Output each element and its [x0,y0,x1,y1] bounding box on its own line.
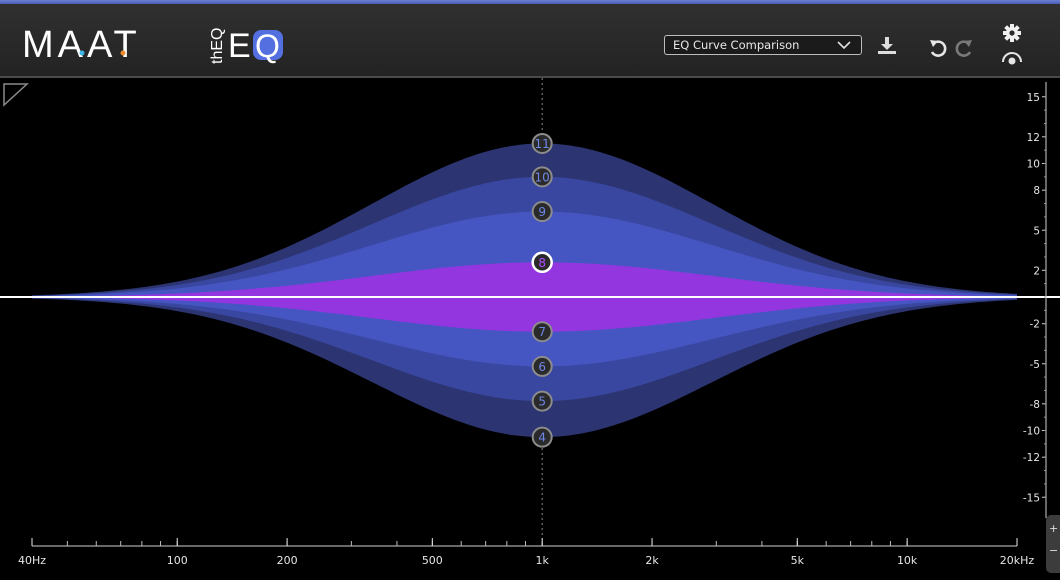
freq-tick-label: 20kHz [1000,554,1035,567]
freq-tick-label: 100 [167,554,188,567]
db-tick-label: 10 [1027,159,1040,171]
svg-text:MAAT: MAAT [22,26,141,62]
band-node-ring [531,132,553,154]
eq-curve-6 [32,297,1017,367]
freq-tick-label: 40Hz [18,554,46,567]
zoom-tab: + − [1046,515,1060,573]
freq-tick-label: 1k [535,554,549,567]
band-node-label: 6 [538,360,546,374]
freq-tick-label: 2k [645,554,659,567]
band-node-ring [531,201,553,223]
theq-logo: thEQ E Q [210,27,283,65]
db-tick-label: 15 [1027,92,1040,104]
db-tick-label: 8 [1033,185,1040,197]
db-tick-label: -8 [1030,399,1040,411]
db-tick-label: 5 [1033,225,1040,237]
band-node-ring [531,355,553,377]
band-node-ring [531,321,553,343]
band-node-ring [531,390,553,412]
freq-tick-label: 200 [277,554,298,567]
db-tick-label: -12 [1023,452,1040,464]
download-icon[interactable] [876,36,898,56]
band-node-ring [531,251,553,274]
band-node-11[interactable]: 11 [531,132,553,154]
band-node-8[interactable]: 8 [531,251,553,274]
svg-text:thEQ: thEQ [210,28,226,64]
band-node-9[interactable]: 9 [531,201,553,223]
band-node-label: 7 [538,325,546,339]
band-node-label: 10 [535,170,550,184]
preset-label: EQ Curve Comparison [673,38,800,52]
zoom-out-button[interactable]: − [1049,544,1059,557]
db-tick-label: -5 [1030,359,1040,371]
eq-curve-8 [32,262,1017,297]
band-node-5[interactable]: 5 [531,390,553,412]
db-axis-ticks: 15 12 10 8 5 2 -2 -5 -8 -10 -12 -15 [1023,92,1046,504]
freq-tick-label: 10k [897,554,918,567]
band-node-7[interactable]: 7 [531,321,553,343]
redo-icon[interactable] [954,38,974,58]
band-node-label: 9 [538,205,546,219]
db-tick-label: -10 [1023,426,1040,438]
band-node-label: 11 [535,137,550,151]
band-node-ring [531,166,553,188]
frequency-axis-ticks: 40Hz 100 200 500 1k 2k 5k 10k 20kHz [18,538,1034,567]
db-tick-label: -2 [1030,319,1040,331]
gear-icon[interactable] [1002,23,1022,43]
db-tick-label: 2 [1033,265,1040,277]
eq-curves [32,143,1017,438]
band-node-label: 5 [538,395,546,409]
band-nodes[interactable]: 11 10 9 8 7 6 5 4 [531,132,553,448]
preset-dropdown[interactable]: EQ Curve Comparison [664,35,862,55]
top-accent-bar [0,0,1060,4]
band-node-ring [531,426,553,448]
plugin-header: MAAT thEQ E Q EQ Curve Comparison [0,4,1060,78]
svg-text:E: E [228,27,251,65]
db-tick-label: -15 [1023,492,1040,504]
freq-tick-label: 5k [791,554,805,567]
eq-curve-7 [32,297,1017,332]
maat-logo: MAAT [22,26,141,62]
corner-triangle-icon[interactable] [3,83,29,107]
band-node-label: 8 [538,256,546,270]
chevron-down-icon [837,41,851,49]
band-node-label: 4 [538,431,546,445]
band-node-10[interactable]: 10 [531,166,553,188]
band-node-4[interactable]: 4 [531,426,553,448]
eye-icon[interactable] [1001,50,1023,66]
freq-tick-label: 500 [422,554,443,567]
eq-curve-9 [32,211,1017,297]
zoom-in-button[interactable]: + [1049,522,1059,535]
svg-text:Q: Q [255,28,280,64]
undo-icon[interactable] [928,38,948,58]
eq-graph-svg[interactable]: 15 12 10 8 5 2 -2 -5 -8 -10 -12 -15 40Hz 100 200 500 1k… [0,78,1060,576]
eq-graph[interactable]: 15 12 10 8 5 2 -2 -5 -8 -10 -12 -15 40Hz 100 200 500 1k… [0,78,1060,576]
db-tick-label: 12 [1027,132,1040,144]
band-node-6[interactable]: 6 [531,355,553,377]
